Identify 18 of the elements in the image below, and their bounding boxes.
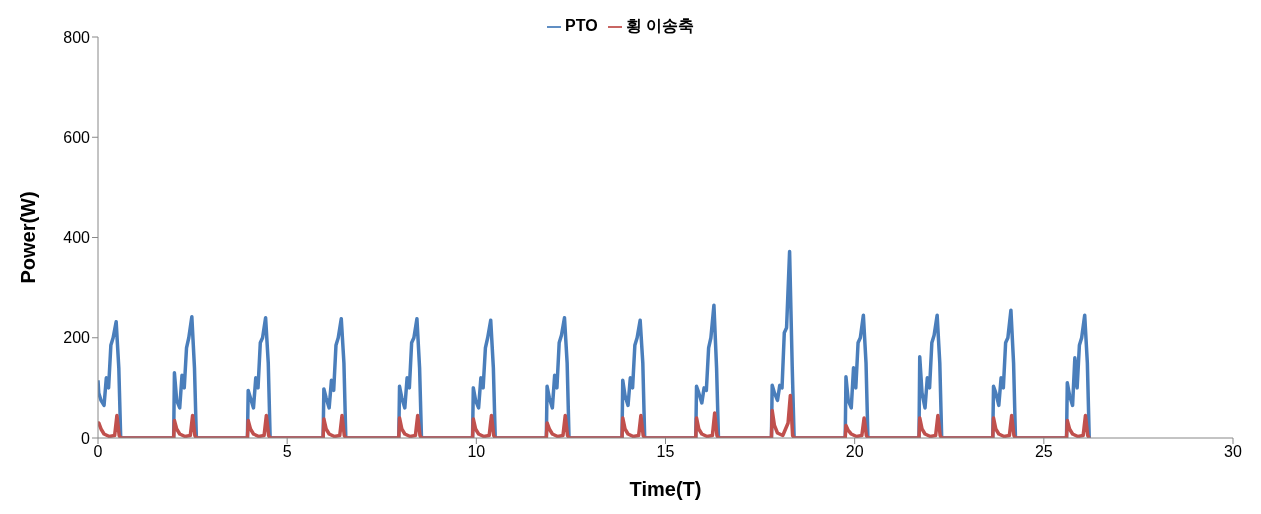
y-tick-label: 0 (81, 429, 91, 447)
x-axis-title: Time(T) (629, 478, 702, 500)
y-tick-label: 200 (63, 329, 91, 347)
line-series (98, 393, 1091, 438)
y-tick-label: 600 (63, 128, 91, 146)
x-tick-label: 0 (93, 443, 103, 461)
y-tick-label: 800 (63, 28, 91, 46)
legend-label: 횡 이송축 (625, 17, 695, 34)
x-tick-label: 25 (1034, 443, 1053, 461)
y-axis-title: Power(W) (17, 191, 40, 284)
line-series (98, 249, 1091, 438)
y-tick-label: 400 (63, 229, 91, 247)
legend-label: PTO (564, 17, 598, 34)
x-tick-label: 20 (845, 443, 864, 461)
x-tick-label: 30 (1224, 443, 1242, 461)
x-tick-label: 10 (467, 443, 486, 461)
x-tick-label: 15 (656, 443, 675, 461)
x-tick-label: 5 (282, 443, 292, 461)
